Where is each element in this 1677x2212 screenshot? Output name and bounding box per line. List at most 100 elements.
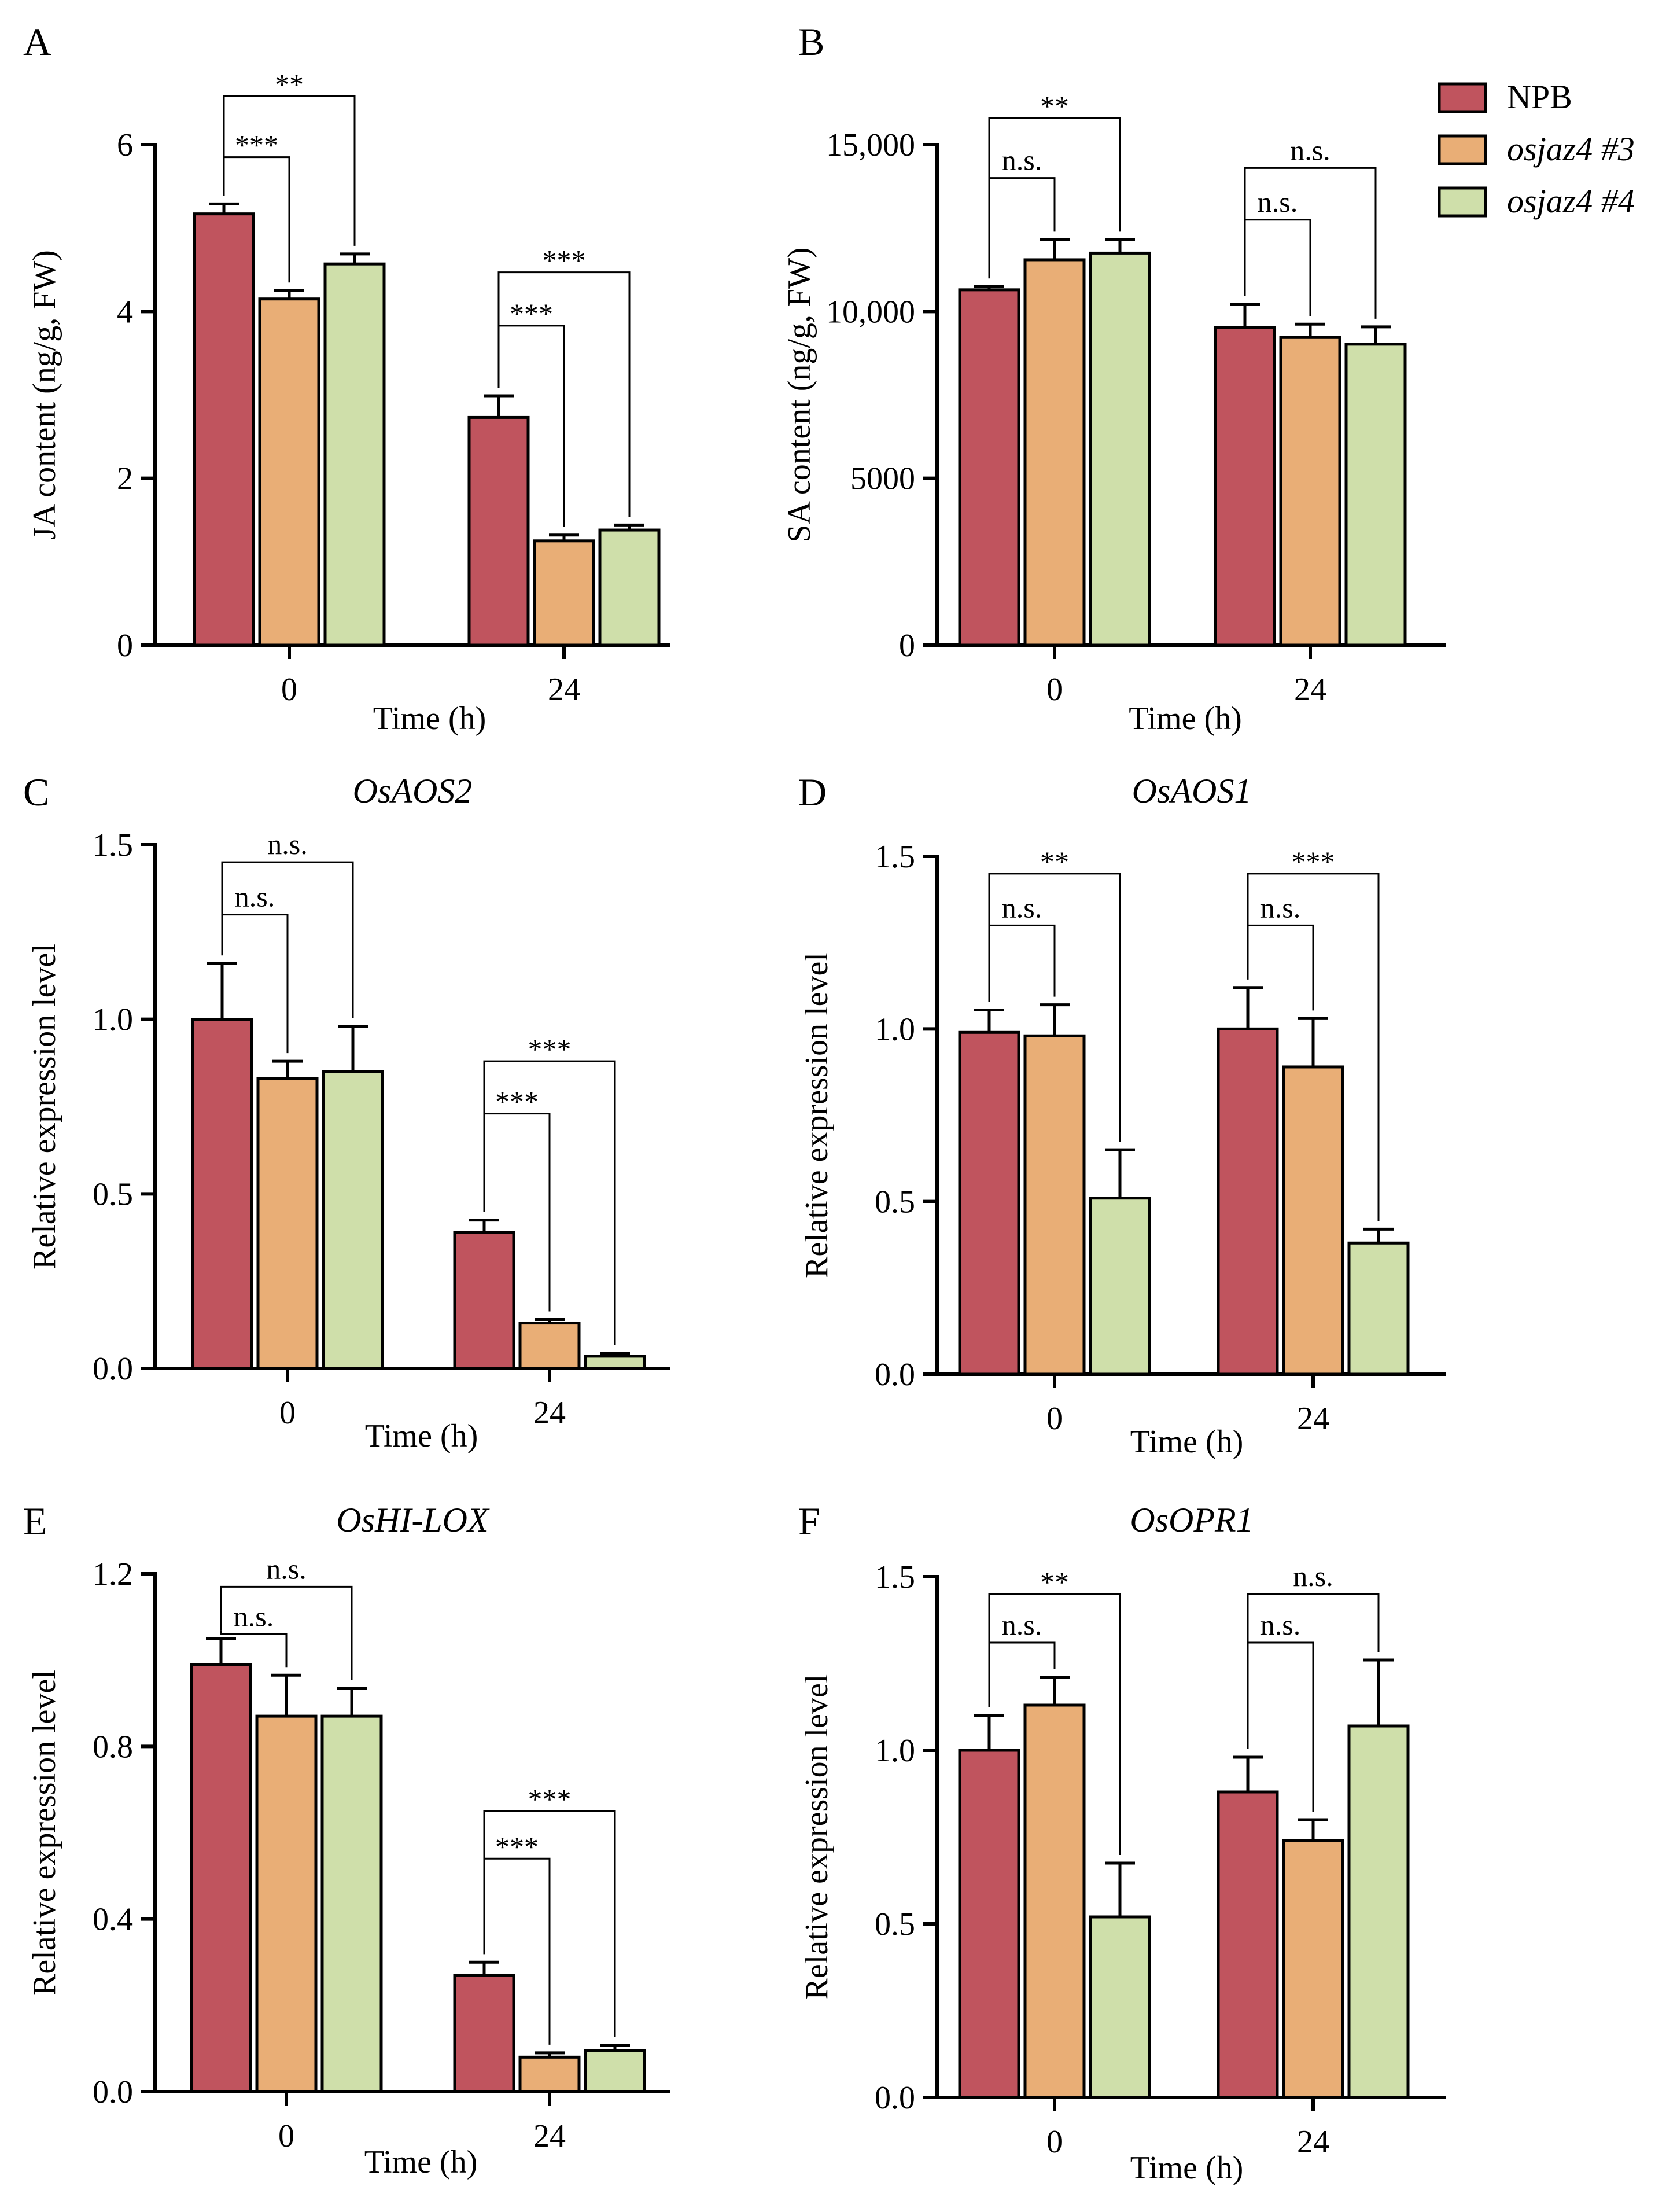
x-axis-label: Time (h) <box>373 701 486 737</box>
panel-letter: D <box>798 770 827 814</box>
y-tick-label: 0 <box>117 628 133 664</box>
bar <box>1089 1915 1151 2099</box>
panel-letter: B <box>798 20 824 64</box>
legend-label: osjaz4 #4 <box>1507 182 1635 220</box>
bar <box>1214 326 1276 647</box>
bar <box>1282 1839 1344 2099</box>
bar <box>190 1663 252 2093</box>
legend-swatch <box>1438 134 1487 165</box>
significance-label: n.s. <box>266 1552 306 1585</box>
bar <box>584 2049 646 2093</box>
significance-label: *** <box>1292 845 1335 878</box>
significance-bracket <box>988 1593 1121 1855</box>
significance-label: n.s. <box>267 828 307 860</box>
y-tick-label: 0.5 <box>875 1906 915 1942</box>
bar <box>518 2055 581 2093</box>
panel-e: E OsHI-LOX 0.0 0.4 0.8 1.2 Relative expression… <box>23 1499 670 2180</box>
y-axis-label: JA content (ng/g, FW) <box>27 250 62 540</box>
bar <box>958 1030 1020 1376</box>
significance-bracket <box>483 1810 616 2037</box>
x-axis-label: Time (h) <box>1130 2150 1244 2186</box>
significance-label: n.s. <box>234 1600 274 1632</box>
bar <box>1089 251 1151 647</box>
y-tick-label: 0 <box>899 628 915 664</box>
bar <box>453 1231 515 1370</box>
significance-label: n.s. <box>1002 144 1042 176</box>
significance-label: ** <box>275 68 304 100</box>
y-tick-label: 1.5 <box>875 1559 915 1595</box>
significance-bracket <box>497 271 631 517</box>
bar <box>320 1714 383 2093</box>
significance-bracket <box>1247 1641 1314 1812</box>
significance-bracket <box>988 873 1121 1142</box>
panel-letter: E <box>23 1499 47 1543</box>
bar <box>1023 258 1086 647</box>
significance-bracket <box>1244 167 1377 319</box>
y-axis-label: Relative expression level <box>27 944 62 1269</box>
significance-label: *** <box>495 1830 539 1863</box>
bar <box>1217 1027 1279 1376</box>
chart-title: OsOPR1 <box>1130 1501 1253 1539</box>
bar <box>1023 1034 1086 1376</box>
bar <box>467 415 530 647</box>
y-tick-label: 5000 <box>850 461 915 497</box>
x-tick-label: 0 <box>1046 2124 1063 2160</box>
significance-label: ** <box>1040 845 1069 878</box>
y-tick-label: 0.0 <box>93 1351 133 1387</box>
chart-title: OsHI-LOX <box>336 1501 490 1539</box>
x-tick-label: 24 <box>1294 672 1326 708</box>
y-tick-label: 0.4 <box>93 1902 133 1938</box>
panel-d: D OsAOS1 0.0 0.5 1.0 1.5 Relative expression l… <box>798 770 1446 1460</box>
x-tick-label: 24 <box>1297 1401 1329 1437</box>
y-tick-label: 0.0 <box>875 2080 915 2116</box>
x-tick-label: 24 <box>533 1395 566 1431</box>
significance-label: *** <box>235 129 278 161</box>
bar <box>256 1077 319 1370</box>
bar <box>1089 1197 1151 1376</box>
y-tick-label: 6 <box>117 127 133 163</box>
significance-label: n.s. <box>1293 1560 1333 1592</box>
legend-swatch <box>1438 82 1487 113</box>
significance-label: ** <box>1040 1566 1069 1598</box>
significance-label: *** <box>528 1783 572 1815</box>
y-axis-label: Relative expression level <box>27 1670 62 1996</box>
x-tick-label: 0 <box>278 2118 294 2154</box>
x-axis-label: Time (h) <box>1130 1424 1244 1460</box>
y-tick-label: 1.2 <box>93 1556 133 1592</box>
significance-bracket <box>221 861 354 1018</box>
y-tick-label: 4 <box>117 294 133 330</box>
significance-label: ** <box>1040 90 1069 122</box>
y-tick-label: 1.5 <box>93 827 133 863</box>
y-tick-label: 0.0 <box>875 1357 915 1393</box>
legend-label: NPB <box>1507 78 1572 116</box>
x-tick-label: 0 <box>281 672 297 708</box>
significance-label: n.s. <box>1258 186 1298 218</box>
significance-bracket <box>1247 924 1314 1011</box>
significance-label: n.s. <box>1002 891 1042 923</box>
chart-title: OsAOS2 <box>353 772 473 810</box>
bar <box>258 297 320 647</box>
bar <box>533 539 595 647</box>
y-axis-label: SA content (ng/g, FW) <box>782 247 817 542</box>
significance-label: n.s. <box>1290 134 1330 166</box>
x-tick-label: 24 <box>533 2118 566 2154</box>
y-tick-label: 1.5 <box>875 839 915 875</box>
significance-bracket <box>988 924 1056 1002</box>
legend: NPB osjaz4 #3 osjaz4 #4 <box>1438 78 1635 220</box>
bar <box>322 1070 384 1370</box>
bar <box>584 1355 646 1370</box>
x-tick-label: 24 <box>1297 2124 1329 2160</box>
y-tick-label: 0.8 <box>93 1729 133 1765</box>
significance-bracket <box>483 1060 616 1346</box>
significance-bracket <box>1244 219 1311 316</box>
significance-label: n.s. <box>1260 1609 1300 1641</box>
bar <box>1217 1790 1279 2099</box>
y-axis-label: Relative expression level <box>799 1674 835 2000</box>
y-tick-label: 15,000 <box>826 127 915 163</box>
chart-title: OsAOS1 <box>1132 772 1252 810</box>
significance-bracket <box>220 1630 288 1668</box>
x-axis-label: Time (h) <box>364 2144 478 2180</box>
bar <box>1279 336 1341 647</box>
